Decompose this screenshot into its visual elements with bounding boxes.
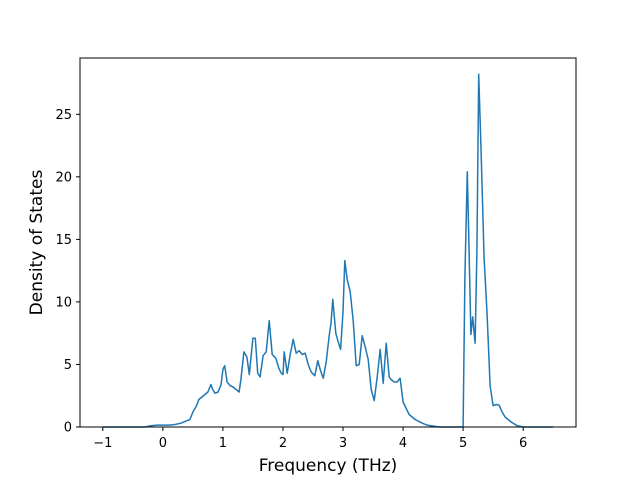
- x-axis-label: Frequency (THz): [259, 456, 398, 476]
- y-tick-label: 25: [55, 108, 72, 123]
- x-tick-label: −1: [93, 436, 112, 451]
- x-tick-label: 6: [519, 436, 527, 451]
- y-tick-label: 10: [55, 295, 72, 310]
- x-tick-label: 5: [459, 436, 467, 451]
- plot-frame: [79, 57, 577, 428]
- y-tick-label: 20: [55, 170, 72, 185]
- x-tick-label: 3: [339, 436, 347, 451]
- y-tick-label: 15: [55, 233, 72, 248]
- x-tick-label: 0: [159, 436, 167, 451]
- x-tick-label: 2: [279, 436, 287, 451]
- y-axis-label: Density of States: [27, 170, 47, 316]
- dos-series-line: [102, 73, 554, 428]
- x-tick-label: 1: [219, 436, 227, 451]
- plot-background: [80, 58, 576, 427]
- y-tick-label: 5: [64, 358, 72, 373]
- x-tick-label: 4: [399, 436, 407, 451]
- y-tick-label: 0: [64, 421, 72, 436]
- axis-ticks: −1 0 1 2 3 4 5 6 0 5 10 15 20 25: [55, 108, 527, 451]
